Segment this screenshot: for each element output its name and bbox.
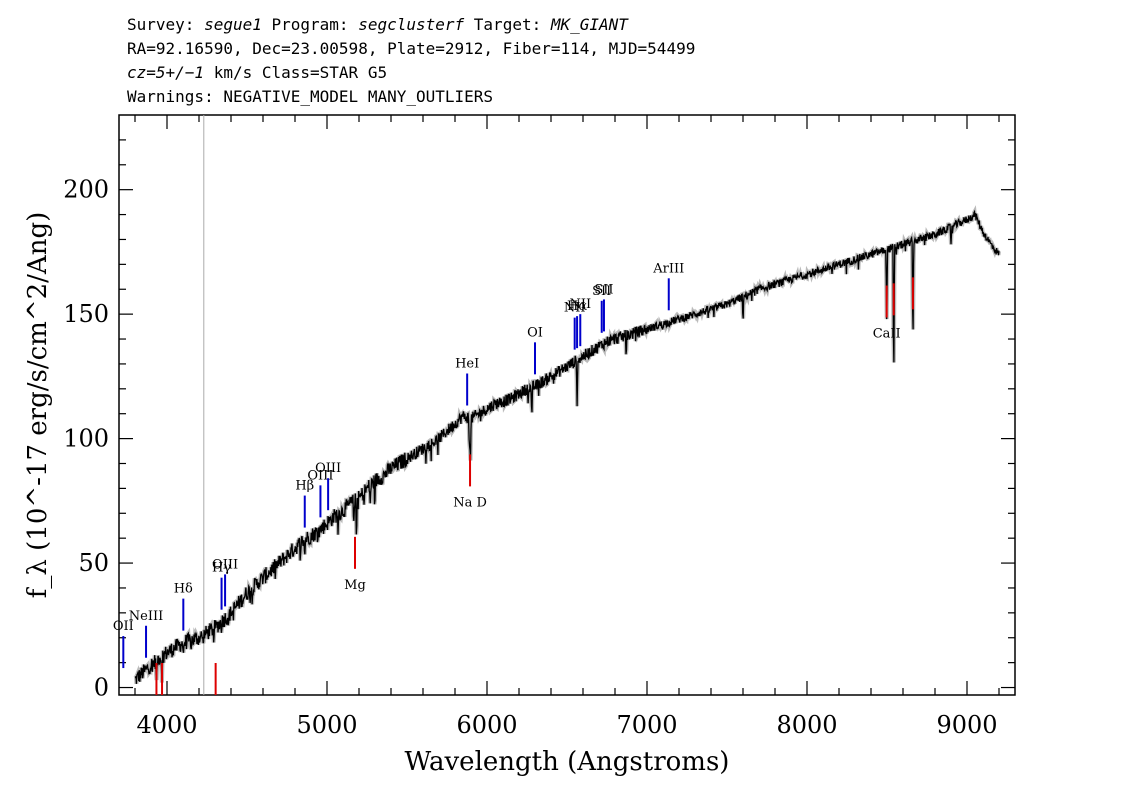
absorption-line-label: Mg (344, 578, 366, 593)
emission-line-label: HeI (455, 356, 479, 371)
emission-line-label: OIII (307, 468, 333, 483)
x-tick-label: 5000 (296, 711, 357, 739)
y-tick-label: 50 (78, 549, 109, 577)
y-tick-label: 100 (63, 425, 109, 453)
header-line-2: RA=92.16590, Dec=23.00598, Plate=2912, F… (127, 39, 695, 58)
emission-line-label: SII (592, 284, 611, 299)
emission-line-label: Hα (567, 299, 587, 314)
emission-line-label: OIII (212, 557, 238, 572)
emission-line-label: OI (527, 325, 543, 340)
emission-line-label: OII (113, 619, 134, 634)
header-line-3: cz=5+/−1 km/s Class=STAR G5 (127, 63, 387, 82)
x-axis: 4000 5000 6000 7000 8000 9000 (134, 115, 1000, 739)
emission-line-markers: OIINeIIIHδHγOIIIHβOIIIOIIIHeIOINIIHαNIIS… (113, 261, 684, 669)
spectrum-series (133, 205, 1001, 685)
absorption-line-markers: Mg Na D CaII (155, 277, 914, 695)
absorption-line-label: CaII (873, 327, 901, 342)
y-tick-label: 200 (63, 176, 109, 204)
spectrum-error-band (133, 205, 1001, 685)
emission-line-label: Hδ (174, 582, 193, 597)
x-tick-label: 9000 (936, 711, 997, 739)
x-tick-label: 4000 (136, 711, 197, 739)
emission-line-label: ArIII (652, 261, 684, 276)
x-tick-label: 6000 (456, 711, 517, 739)
absorption-line-label: Na D (453, 495, 487, 510)
y-axis: 0 50 100 150 200 (63, 139, 1015, 702)
header-line-4: Warnings: NEGATIVE_MODEL MANY_OUTLIERS (127, 87, 493, 106)
emission-line-label: NII (569, 297, 591, 312)
emission-line-label: OIII (315, 461, 341, 476)
emission-line-label: Hγ (212, 561, 231, 576)
emission-line-label: NII (564, 301, 586, 316)
y-tick-label: 150 (63, 300, 109, 328)
header: Survey: segue1 Program: segclusterf Targ… (127, 15, 695, 106)
y-axis-label: f_λ (10^-17 erg/s/cm^2/Ang) (23, 212, 53, 598)
header-line-1: Survey: segue1 Program: segclusterf Targ… (127, 15, 629, 34)
emission-line-label: NeIII (129, 609, 163, 624)
plot-frame (118, 114, 1016, 696)
y-tick-label: 0 (94, 674, 109, 702)
spectrum-line (134, 209, 1000, 684)
emission-line-label: Hβ (295, 479, 314, 494)
x-tick-label: 8000 (776, 711, 837, 739)
x-axis-label: Wavelength (Angstroms) (405, 747, 730, 777)
x-tick-label: 7000 (616, 711, 677, 739)
emission-line-label: SII (594, 282, 613, 297)
